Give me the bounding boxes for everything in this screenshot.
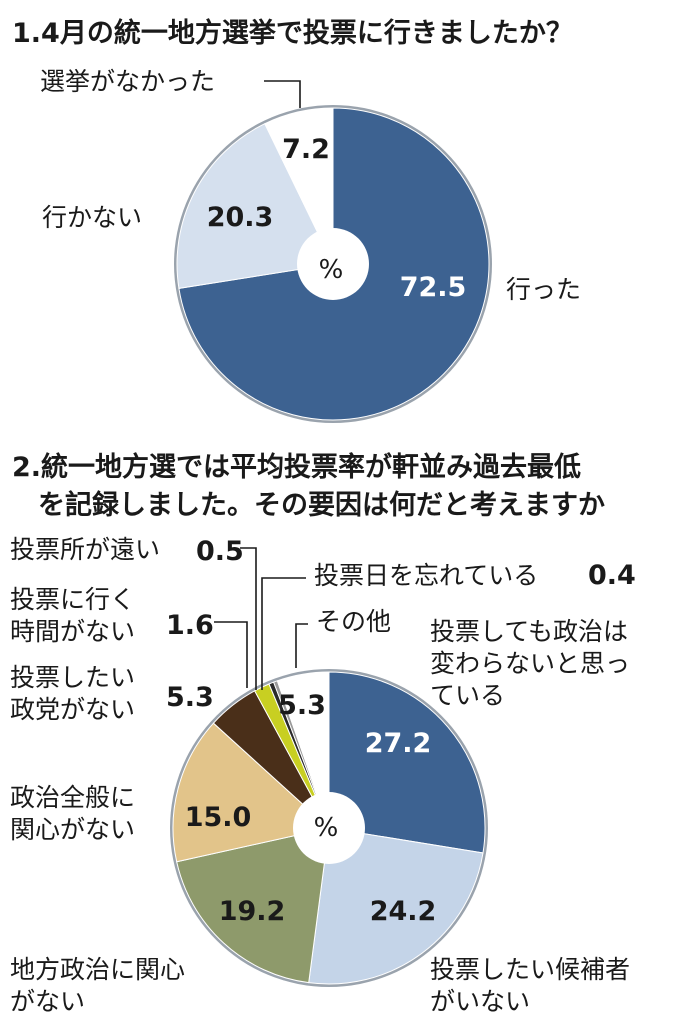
chart2-value-no-change: 27.2 (365, 728, 432, 759)
chart1-center-hole (297, 228, 369, 300)
chart2-label-no-time-1: 投票に行く (10, 585, 135, 614)
chart2-value-no-local-interest: 19.2 (219, 896, 286, 927)
chart2-label-no-party-2: 政党がない (10, 695, 135, 724)
pie-chart-2 (170, 669, 488, 987)
chart2-value-forgot-day: 0.4 (588, 560, 636, 591)
chart1-slice-1 (176, 123, 334, 289)
chart1-value-no-election: 7.2 (282, 134, 330, 165)
chart2-label-no-interest-politics-2: 関心がない (10, 815, 135, 844)
chart2-label-far-polling: 投票所が遠い (10, 535, 160, 564)
chart2-slice-3 (172, 722, 331, 863)
chart1-label-did-not-go: 行かない (42, 203, 142, 232)
chart2-value-no-time: 1.6 (166, 610, 214, 641)
chart2-label-other: その他 (316, 607, 391, 636)
chart2-label-no-change-1: 投票しても政治は (430, 617, 628, 646)
chart2-label-no-change-3: ている (430, 681, 505, 710)
chart2-leader-forgot-day (261, 577, 306, 690)
chart2-center-percent: % (314, 813, 339, 843)
chart1-value-went: 72.5 (400, 272, 467, 303)
chart2-label-no-time-2: 時間がない (10, 617, 135, 646)
chart2-label-no-candidate-2: がいない (430, 987, 530, 1016)
chart2-label-no-local-interest-2: がない (10, 987, 85, 1016)
chart2-slice-2 (176, 827, 330, 984)
chart2-value-no-party: 5.3 (166, 682, 214, 713)
chart1-label-no-election: 選挙がなかった (40, 67, 215, 96)
chart1-value-did-not-go: 20.3 (207, 202, 274, 233)
chart2-title-line2: を記録しました。その要因は何だと考えますか (38, 489, 605, 521)
chart2-label-no-interest-politics-1: 政治全般に (10, 783, 135, 812)
chart2-leader-other (295, 623, 308, 668)
chart2-slice-8 (276, 671, 330, 829)
chart2-leader-far-polling (240, 547, 257, 690)
chart2-value-other: 5.3 (278, 690, 326, 721)
chart2-leader-no-time (214, 621, 248, 688)
chart2-label-no-change-2: 変わらないと思っ (430, 649, 630, 678)
chart2-value-far-polling: 0.5 (196, 536, 244, 567)
chart1-title: 1.4月の統一地方選挙で投票に行きましたか？ (12, 17, 573, 49)
chart2-center-hole (293, 792, 365, 864)
chart2-label-no-party-1: 投票したい (10, 663, 135, 692)
chart2-title-line1: 2.統一地方選では平均投票率が軒並み過去最低 (12, 451, 581, 483)
chart2-label-forgot-day: 投票日を忘れている (314, 561, 538, 590)
chart2-slice-0 (328, 671, 486, 854)
chart2-slice-1 (308, 827, 484, 985)
chart2-label-no-candidate-1: 投票したい候補者 (430, 955, 630, 984)
chart1-center-percent: % (319, 255, 344, 285)
chart1-leader-no-election (264, 80, 301, 108)
chart1-label-went: 行った (506, 275, 581, 304)
chart2-value-no-candidate: 24.2 (370, 896, 437, 927)
chart1-slice-2 (264, 107, 334, 265)
pie-chart-1 (174, 105, 492, 423)
chart2-value-no-interest-politics: 15.0 (185, 802, 252, 833)
chart2-label-no-local-interest-1: 地方政治に関心 (10, 955, 185, 984)
